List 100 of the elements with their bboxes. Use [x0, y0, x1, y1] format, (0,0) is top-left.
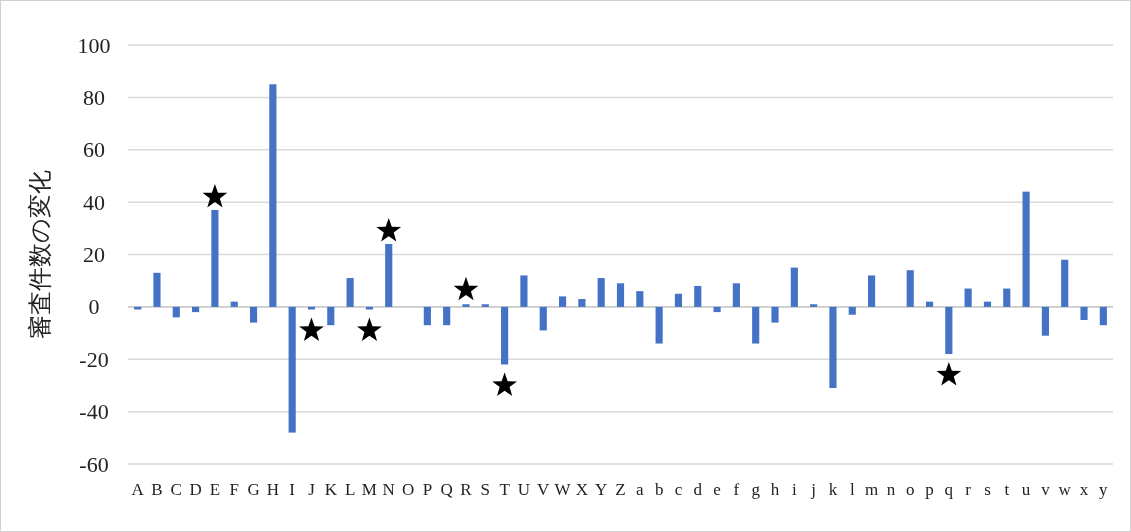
x-tick-label: m — [864, 479, 879, 499]
bar — [578, 299, 586, 307]
x-tick-label: E — [209, 479, 221, 499]
x-tick-label: X — [575, 479, 589, 499]
x-tick-label: y — [1099, 479, 1109, 499]
bar — [443, 306, 451, 326]
x-tick-label: l — [849, 479, 855, 499]
x-tick-label: A — [131, 479, 145, 499]
x-tick-label: K — [324, 479, 338, 499]
bar — [249, 306, 258, 323]
y-tick-label: 80 — [83, 84, 105, 110]
y-tick-label: -20 — [79, 346, 109, 372]
x-tick-label: f — [733, 479, 740, 499]
x-tick-label: k — [828, 479, 838, 499]
bar — [1022, 191, 1030, 307]
x-tick-label: h — [770, 479, 780, 499]
y-tick-label: -60 — [79, 451, 109, 477]
bar — [829, 306, 837, 389]
bar — [346, 278, 354, 307]
bar — [616, 283, 625, 307]
x-tick-label: j — [810, 479, 816, 499]
bar — [597, 278, 605, 307]
bar — [423, 306, 431, 326]
x-tick-label: Q — [440, 479, 453, 499]
x-tick-label: u — [1021, 479, 1031, 499]
bar — [1041, 306, 1049, 336]
bar — [1061, 259, 1069, 307]
x-tick-label: L — [344, 479, 356, 499]
bar — [327, 306, 335, 326]
x-tick-label: g — [751, 479, 761, 499]
x-tick-label: r — [965, 479, 972, 499]
x-tick-label: i — [791, 479, 797, 499]
y-axis-title: 審査件数の変化 — [27, 170, 53, 339]
x-tick-label: b — [654, 479, 664, 499]
y-tick-label: 0 — [88, 294, 100, 320]
x-tick-label: n — [886, 479, 896, 499]
x-tick-label: d — [693, 479, 703, 499]
bar — [636, 291, 644, 307]
bar — [655, 306, 663, 344]
bar — [674, 293, 683, 307]
x-tick-label: v — [1041, 479, 1051, 499]
x-tick-label: Z — [615, 479, 626, 499]
bar — [288, 306, 296, 433]
x-tick-label: S — [480, 479, 491, 499]
x-tick-label: V — [537, 479, 551, 499]
x-tick-label: F — [229, 479, 239, 499]
bar — [810, 304, 818, 307]
x-tick-label: w — [1058, 479, 1072, 499]
bar — [192, 306, 200, 313]
bar — [752, 306, 760, 344]
bar — [385, 244, 393, 307]
x-tick-label: M — [361, 479, 377, 499]
x-tick-label: O — [401, 479, 415, 499]
bar — [925, 301, 934, 307]
bar — [732, 283, 740, 307]
y-tick-label: 40 — [83, 189, 105, 215]
y-tick-label: -40 — [79, 399, 109, 425]
x-tick-label: W — [554, 479, 572, 499]
x-tick-label: c — [674, 479, 683, 499]
x-tick-label: o — [905, 479, 915, 499]
bar — [462, 304, 470, 307]
bar — [1080, 306, 1088, 320]
y-tick-label: 100 — [77, 32, 111, 58]
x-tick-label: N — [382, 479, 395, 499]
x-tick-label: I — [289, 479, 296, 499]
bar — [848, 306, 856, 315]
bar — [520, 275, 528, 307]
x-tick-label: C — [170, 479, 182, 499]
bar — [1099, 306, 1107, 326]
bar — [153, 272, 161, 307]
x-tick-label: U — [517, 479, 531, 499]
bar — [1003, 288, 1011, 307]
x-tick-label: t — [1004, 479, 1010, 499]
bar — [694, 285, 702, 307]
x-tick-label: D — [189, 479, 202, 499]
bar — [983, 301, 992, 307]
x-tick-label: Y — [595, 479, 608, 499]
x-tick-label: s — [984, 479, 991, 499]
bar — [172, 306, 180, 318]
bar — [211, 209, 219, 307]
bar — [539, 306, 547, 331]
bar — [964, 288, 972, 307]
x-tick-label: J — [308, 479, 316, 499]
bar — [771, 306, 779, 323]
bar — [945, 306, 953, 355]
x-tick-label: B — [151, 479, 163, 499]
x-tick-label: a — [636, 479, 645, 499]
bar — [230, 301, 238, 307]
x-tick-label: P — [422, 479, 433, 499]
x-tick-label: e — [713, 479, 721, 499]
bar — [906, 270, 914, 307]
x-tick-label: T — [499, 479, 511, 499]
x-tick-label: x — [1079, 479, 1089, 499]
bar — [713, 306, 721, 313]
bar — [481, 304, 489, 307]
x-tick-label: H — [266, 479, 279, 499]
x-tick-label: p — [925, 479, 934, 499]
x-tick-label: G — [247, 479, 260, 499]
y-tick-label: 60 — [83, 137, 105, 163]
y-tick-label: 20 — [83, 242, 105, 267]
